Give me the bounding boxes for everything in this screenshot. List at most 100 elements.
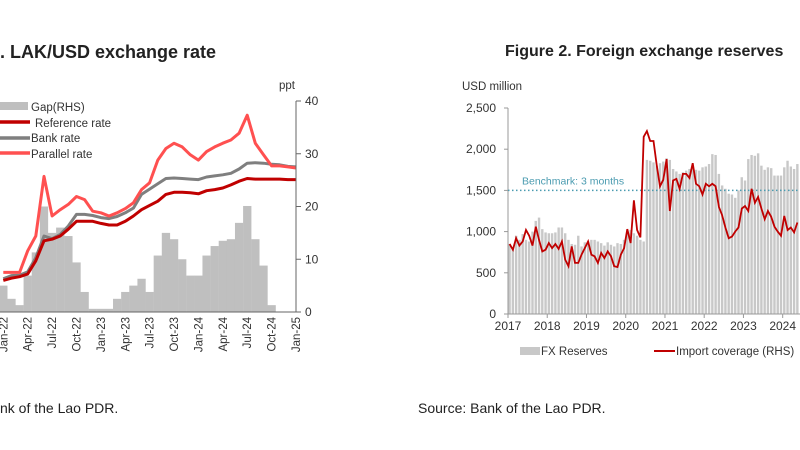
fx-reserve-bar xyxy=(613,246,616,314)
fx-reserve-bar xyxy=(704,166,707,314)
y-tick-label: 0 xyxy=(489,307,496,321)
fx-reserve-bar xyxy=(698,170,701,314)
fx-reserve-bar xyxy=(547,233,551,314)
x-tick-label: Apr-24 xyxy=(218,316,230,351)
x-tick-label: 2018 xyxy=(534,319,561,333)
gap-bar xyxy=(88,308,97,312)
fx-reserve-bar xyxy=(567,239,570,314)
fx-reserve-bar xyxy=(796,164,799,314)
gap-bar xyxy=(251,239,260,312)
fx-reserve-bar xyxy=(649,160,652,314)
gap-bar xyxy=(39,206,49,312)
figure-1: . LAK/USD exchange rate 0 10 20 30 40 ppt Ja… xyxy=(0,42,319,416)
fx-reserve-bar xyxy=(743,180,747,314)
y2-tick-label: 10 xyxy=(305,252,319,266)
gap-bar xyxy=(259,265,268,312)
x-tick-label: 2020 xyxy=(612,319,639,333)
fx-reserve-bar xyxy=(606,242,609,314)
fx-reserve-bar xyxy=(766,167,770,314)
x-ticks: Jan-22 Apr-22 Jul-22 Oct-22 Jan-23 Apr-23 Jul-… xyxy=(0,316,303,352)
fx-reserve-bar xyxy=(720,185,724,314)
gap-bar xyxy=(80,291,89,312)
y2-tick-label: 30 xyxy=(305,147,319,161)
gap-bar xyxy=(153,255,162,312)
fx-reserve-bar xyxy=(747,159,750,314)
gap-bar xyxy=(161,232,171,312)
benchmark-label: Benchmark: 3 months xyxy=(522,175,624,187)
gap-bar xyxy=(267,305,276,312)
import-coverage-line xyxy=(508,128,799,270)
rate-lines xyxy=(2,113,297,282)
fx-reserve-bar xyxy=(783,167,786,314)
y2-tick-label: 40 xyxy=(305,94,319,108)
legend-swatch-gap xyxy=(0,102,28,110)
fx-reserve-bar xyxy=(711,154,714,314)
fx-reserve-bar xyxy=(531,231,534,314)
fx-reserve-bar xyxy=(550,233,554,314)
gap-bar xyxy=(72,262,81,312)
x-tick-label: 2022 xyxy=(691,319,718,333)
y-tick-label: 2,000 xyxy=(466,142,496,156)
fx-reserve-bar xyxy=(560,227,564,314)
y-axis-label: USD million xyxy=(462,81,522,93)
figure-2-title: Figure 2. Foreign exchange reserves xyxy=(505,43,783,60)
fx-reserve-bar xyxy=(622,239,626,314)
y-tick-label: 1,000 xyxy=(466,225,496,239)
x-tick-label: Jan-24 xyxy=(193,316,205,352)
fx-reserve-bar xyxy=(740,177,743,314)
fx-reserve-bar xyxy=(619,243,622,314)
fx-reserve-bar xyxy=(593,239,596,314)
fx-reserve-bar xyxy=(789,166,793,314)
fx-reserve-bar xyxy=(603,245,606,314)
legend-label-gap: Gap(RHS) xyxy=(31,102,85,114)
fx-reserve-bar xyxy=(724,188,727,314)
fx-reserve-bar xyxy=(652,162,655,314)
fx-reserve-bar xyxy=(563,233,567,314)
x-tick-label: Apr-23 xyxy=(120,317,132,352)
x-tick-label: 2024 xyxy=(769,319,796,333)
fx-reserve-bar xyxy=(521,234,524,314)
x-tick-label: Oct-23 xyxy=(169,317,181,352)
x-tick-label: Jul-24 xyxy=(242,316,254,348)
fx-reserve-bar xyxy=(557,227,560,314)
y2-label: ppt xyxy=(279,80,296,92)
gap-bar xyxy=(121,291,130,312)
fx-reserve-bar xyxy=(730,194,734,314)
gap-bar xyxy=(23,275,32,312)
fx-reserve-bar xyxy=(707,164,711,314)
fx-reserve-bar xyxy=(626,231,629,314)
y2-tick-label: 20 xyxy=(305,200,319,214)
x-tick-label: Jan-22 xyxy=(0,317,10,352)
fx-reserve-bar xyxy=(537,217,541,314)
fx-reserve-bars xyxy=(508,153,799,314)
fx-reserve-bar xyxy=(508,243,511,314)
fx-reserve-bar xyxy=(518,239,521,314)
fx-reserve-bar xyxy=(665,158,668,314)
fx-reserve-bar xyxy=(609,244,613,314)
x-tick-label: Oct-22 xyxy=(71,317,83,352)
fx-reserve-bar xyxy=(776,175,779,314)
fx-reserve-bar xyxy=(734,197,737,314)
figure-1-source: nk of the Lao PDR. xyxy=(0,400,118,416)
fx-reserve-bar xyxy=(688,168,691,314)
legend-label-bank: Bank rate xyxy=(31,133,80,145)
x-tick-label: Oct-24 xyxy=(267,316,279,351)
fx-reserve-bar xyxy=(541,229,544,314)
fx-reserve-bar xyxy=(760,165,763,314)
gap-bar xyxy=(169,239,179,312)
fx-reserve-bar xyxy=(590,239,593,314)
figure-2: Figure 2. Foreign exchange reserves USD … xyxy=(418,43,800,416)
gap-bar xyxy=(104,308,114,312)
fx-reserve-bar xyxy=(792,168,796,314)
parallel-rateline xyxy=(3,113,297,274)
fx-reserve-bar xyxy=(662,161,665,314)
y2-tick-label: 0 xyxy=(305,305,312,319)
x-tick-label: Jul-23 xyxy=(145,317,157,348)
fx-reserve-bar xyxy=(599,243,603,314)
gap-area xyxy=(0,205,276,312)
fx-reserve-bar xyxy=(684,170,688,314)
x-tick-label: 2019 xyxy=(573,319,600,333)
gap-bar xyxy=(145,291,154,312)
fx-reserve-bar xyxy=(583,242,587,314)
fx-reserve-bar xyxy=(554,232,557,314)
